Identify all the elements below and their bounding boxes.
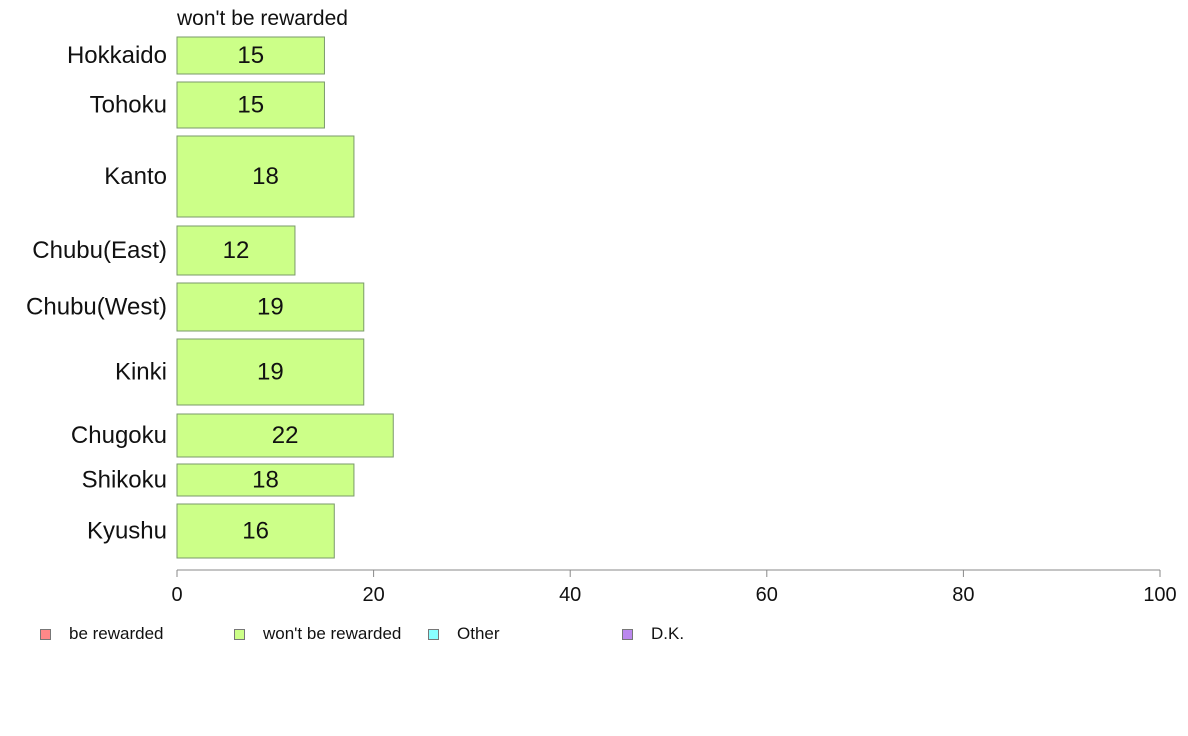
bars-group: 15 15 18 12 19 19 22 18 16 (176, 36, 394, 559)
legend-swatch (40, 628, 51, 640)
bar-tohoku (176, 81, 325, 129)
category-label: Kinki (115, 359, 167, 386)
bar-kyushu (176, 503, 335, 559)
legend-item-be-rewarded: be rewarded (40, 622, 164, 646)
category-label: Chubu(West) (26, 294, 167, 321)
bar-value-label: 18 (252, 467, 279, 494)
category-label: Kanto (104, 163, 167, 190)
bar-value-label: 18 (252, 163, 279, 190)
legend-item-dk: D.K. (622, 622, 684, 646)
x-tick-label: 0 (171, 584, 182, 606)
category-label: Chugoku (71, 422, 167, 449)
legend: be rewarded won't be rewarded Other D.K. (0, 622, 1188, 646)
x-tick-label: 100 (1143, 584, 1176, 606)
bar-value-label: 22 (272, 422, 299, 449)
bar-chubu-west (176, 282, 365, 332)
legend-swatch (234, 628, 245, 640)
legend-label: Other (457, 624, 500, 643)
category-label: Hokkaido (67, 42, 167, 69)
bar-kinki (176, 338, 365, 406)
bar-chubu-east (176, 225, 296, 276)
x-tick-label: 80 (952, 584, 974, 606)
bar-hokkaido (176, 36, 325, 75)
bar-value-label: 19 (257, 294, 284, 321)
bar-value-label: 15 (237, 42, 264, 69)
bar-kanto (176, 135, 355, 218)
bar-value-label: 19 (257, 359, 284, 386)
bar-chart: won't be rewarded 15 15 18 12 19 19 22 18 16 Hok… (26, 7, 1177, 606)
legend-swatch (428, 628, 439, 640)
category-label: Chubu(East) (32, 237, 167, 264)
category-labels: Hokkaido Tohoku Kanto Chubu(East) Chubu(West… (26, 42, 167, 545)
category-label: Tohoku (90, 92, 167, 119)
category-label: Kyushu (87, 518, 167, 545)
bar-value-label: 16 (242, 518, 269, 545)
legend-swatch (622, 628, 633, 640)
x-tick-label: 40 (559, 584, 581, 606)
bar-chugoku (176, 413, 394, 458)
legend-item-wont-be-rewarded: won't be rewarded (234, 622, 401, 646)
bar-shikoku (176, 463, 355, 497)
bar-value-label: 15 (237, 92, 264, 119)
bar-value-label: 12 (223, 237, 250, 264)
chart-title: won't be rewarded (176, 7, 348, 30)
legend-item-other: Other (428, 622, 500, 646)
x-tick-label: 20 (362, 584, 384, 606)
legend-label: won't be rewarded (263, 624, 402, 643)
x-axis: 0 20 40 60 80 100 (171, 569, 1177, 606)
legend-label: D.K. (651, 624, 685, 643)
legend-label: be rewarded (69, 624, 164, 643)
category-label: Shikoku (82, 467, 167, 494)
x-tick-label: 60 (756, 584, 778, 606)
